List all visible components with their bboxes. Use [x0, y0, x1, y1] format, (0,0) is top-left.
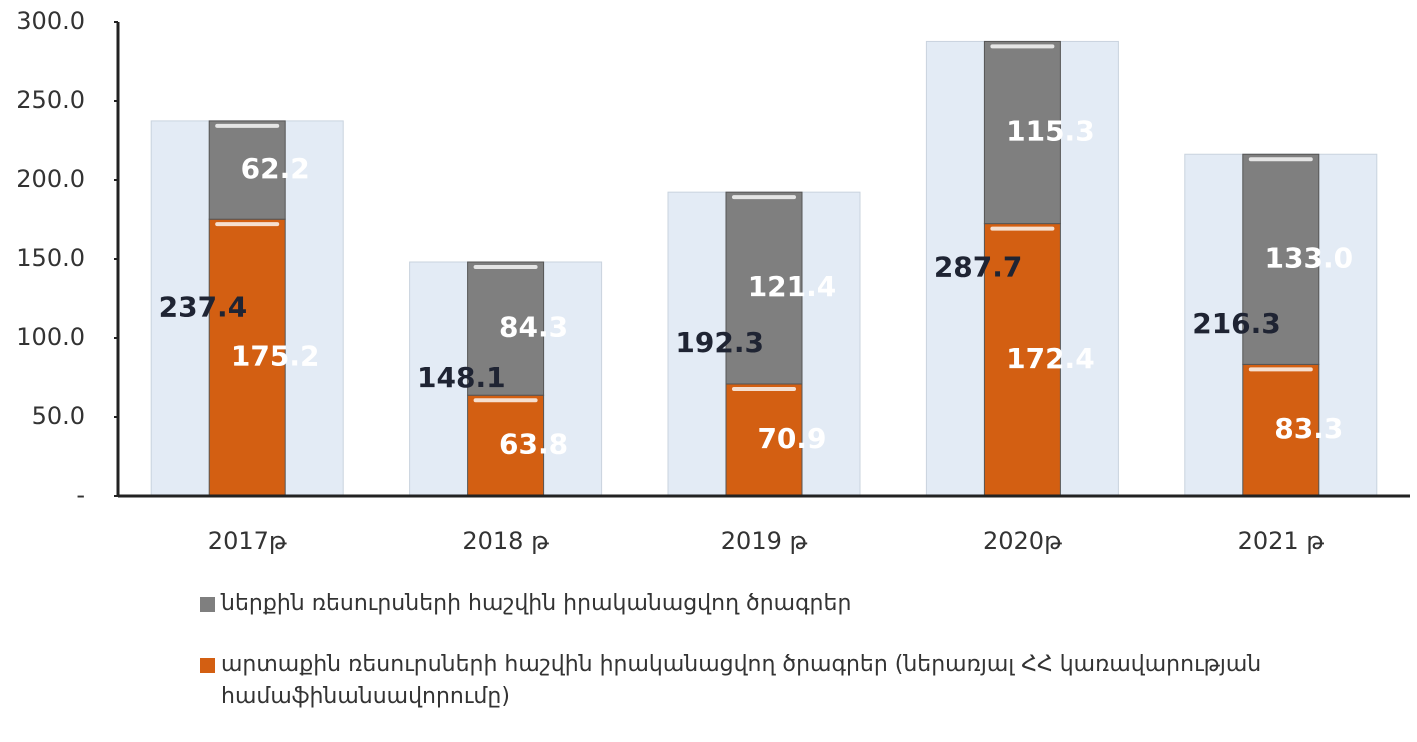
value-label: 63.8: [499, 428, 568, 461]
x-tick-label: 2018 թ: [462, 527, 549, 555]
value-label: 62.2: [241, 152, 310, 185]
chart: - 50.0 100.0 150.0 200.0 250.0 300.0 2017թ 175.2…: [16, 7, 1410, 555]
bar-segment: [1242, 363, 1320, 497]
bar-highlight: [990, 44, 1055, 49]
value-label: 172.4: [1006, 342, 1095, 375]
bar-highlight: [473, 265, 538, 270]
bar-highlight: [473, 398, 538, 403]
bar-highlight: [990, 226, 1055, 231]
x-tick-label: 2017թ: [208, 527, 287, 555]
x-tick-label: 2019 թ: [721, 527, 808, 555]
value-label: 175.2: [231, 340, 320, 373]
bar-segment: [208, 120, 286, 220]
y-tick-label: 150.0: [16, 244, 85, 272]
y-tick-label: -: [76, 481, 85, 509]
bar-highlight: [215, 123, 280, 128]
bar-segment: [725, 191, 803, 385]
legend-swatch: [200, 597, 215, 612]
value-label: 70.9: [757, 422, 826, 455]
bar-segment: [208, 218, 286, 497]
bar-highlight: [732, 195, 796, 200]
page: - 50.0 100.0 150.0 200.0 250.0 300.0 2017թ 175.2…: [16, 7, 1410, 709]
x-tick-label: 2020թ: [983, 527, 1062, 555]
legend-label: արտաքին ռեսուրսների հաշվին իրականացվող ծ…: [221, 652, 1262, 709]
value-label: 84.3: [499, 311, 568, 344]
bar-segment: [983, 223, 1061, 497]
bar-segment: [1242, 153, 1320, 365]
legend-item: արտաքին ռեսուրսների հաշվին իրականացվող ծ…: [200, 649, 1350, 713]
y-tick-label: 300.0: [16, 7, 85, 35]
legend-swatch: [200, 658, 215, 673]
bar-segment: [983, 40, 1061, 225]
total-label: 287.7: [934, 251, 1023, 284]
bar-segment: [725, 383, 803, 497]
value-label: 133.0: [1265, 241, 1354, 274]
total-label: 192.3: [675, 326, 764, 359]
value-label: 121.4: [748, 270, 837, 303]
value-label: 83.3: [1274, 412, 1343, 445]
y-tick-label: 200.0: [16, 165, 85, 193]
value-label: 115.3: [1006, 115, 1095, 148]
bar-highlight: [1248, 157, 1313, 162]
bar-highlight: [732, 386, 796, 391]
legend: ներքին ռեսուրսների հաշվին իրականացվող ծր…: [200, 588, 1350, 742]
total-label: 216.3: [1192, 307, 1281, 340]
total-label: 237.4: [159, 290, 248, 323]
bar-segment: [467, 394, 545, 497]
x-tick-label: 2021 թ: [1238, 527, 1325, 555]
bar-highlight: [1248, 367, 1313, 372]
total-label: 148.1: [417, 361, 506, 394]
legend-item: ներքին ռեսուրսների հաշվին իրականացվող ծր…: [200, 588, 1350, 620]
y-tick-label: 100.0: [16, 323, 85, 351]
bar-segment: [467, 261, 545, 396]
bar-highlight: [215, 222, 280, 227]
y-tick-label: 50.0: [32, 402, 85, 430]
legend-label: ներքին ռեսուրսների հաշվին իրականացվող ծր…: [221, 591, 852, 616]
y-tick-label: 250.0: [16, 86, 85, 114]
